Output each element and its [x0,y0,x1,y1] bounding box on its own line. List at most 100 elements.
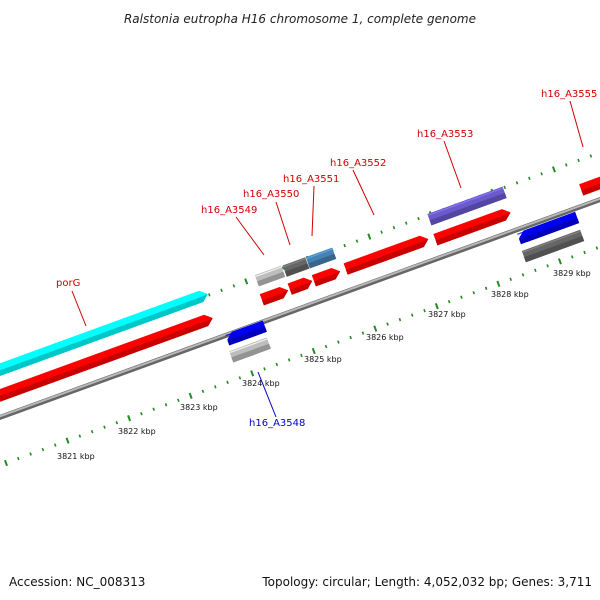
tick-mark [583,250,586,255]
feature-h16_A3549-red-highlight [260,287,281,297]
tick-mark [140,412,143,416]
tick-mark [208,293,211,297]
feature-h16_A3548-blue-shade [227,326,267,346]
topology-text: Topology: circular; Length: 4,052,032 bp… [261,575,592,589]
label-porG[interactable]: porG [56,278,80,289]
feature-h16_A3551-red-highlight [312,268,333,278]
tick-mark [534,268,537,273]
tick-mark [380,230,383,234]
feature-h16_A3549-red [259,286,289,306]
feature-h16_A3552-red-shade [345,238,429,275]
features-layer [0,176,600,402]
tick-mark [263,367,266,371]
tick-mark [343,243,346,248]
gene-labels: porG h16_A3549 h16_A3550 h16_A3551 h16_A… [56,89,597,429]
scale-label-3824: 3824 kbp [242,379,280,388]
scale-label-3821: 3821 kbp [57,452,95,461]
tick-mark [78,434,82,438]
tick-mark [509,277,512,281]
tick-mark [434,303,439,310]
tick-mark [540,172,543,176]
tick-mark [281,266,285,270]
scale-labels: 3821 kbp 3822 kbp 3823 kbp 3824 kbp 3825… [57,269,591,461]
tick-mark [528,176,531,181]
tick-mark [201,389,205,393]
feature-h16_A3553-red-shade [435,212,511,246]
tick-mark [188,392,193,399]
tick-mark [521,273,525,277]
scale-label-3823: 3823 kbp [180,403,218,412]
tick-mark [17,456,20,461]
tick-mark [503,185,506,189]
tick-mark [423,308,426,313]
feature-h16_A3550-red-highlight [287,278,305,286]
tick-mark [214,385,217,389]
feature-porG-red-shade [0,317,213,402]
feature-h16_A3550-red [287,277,313,295]
feature-h16_A3549-gray-shade [257,271,286,287]
feature-blue-right [517,211,580,245]
tick-mark [337,340,340,344]
feature-h16_A3548-blue-highlight [225,321,264,337]
tick-mark [570,255,574,259]
tick-mark [115,420,119,425]
label-h16_A3551[interactable]: h16_A3551 [283,174,339,185]
feature-h16_A3548-gray [229,337,271,363]
scale-label-3825: 3825 kbp [304,355,342,364]
tick-mark [311,347,316,355]
label-h16_A3553[interactable]: h16_A3553 [417,129,473,140]
tick-mark [103,425,106,429]
tick-mark [496,280,501,287]
feature-h16_A3549-gray [254,265,286,287]
feature-h16_A3551-blue-shade [308,253,337,269]
feature-gray-right [521,229,585,263]
tick-mark [164,403,168,407]
feature-h16_A3553-red-highlight [433,209,503,237]
tick-mark [367,233,372,240]
tick-mark [349,335,352,340]
feature-blue-right-shade [519,217,580,245]
feature-h16_A3550-gray-highlight [282,258,306,268]
map-title: Ralstonia eutropha H16 chromosome 1, com… [124,12,476,26]
tick-mark [4,459,8,467]
label-h16_A3555[interactable]: h16_A3555 [541,89,597,100]
tick-mark [392,225,396,230]
feature-porG-cyan-shade [0,293,208,376]
feature-h16_A3551-blue [305,247,337,269]
feature-h16_A3553-red [433,209,511,246]
feature-h16_A3555-red-highlight [579,177,600,187]
tick-mark [220,288,223,293]
feature-h16_A3551-red [311,267,341,287]
label-h16_A3550[interactable]: h16_A3550 [243,189,299,200]
tick-mark [90,429,94,434]
tick-mark [127,415,132,422]
tick-mark [398,317,402,322]
feature-h16_A3548-blue [225,320,267,346]
tick-mark [386,322,389,326]
feature-blue-right-highlight [517,212,576,235]
tick-mark [595,246,599,250]
tick-mark [152,407,155,411]
scale-label-3826: 3826 kbp [366,333,404,342]
label-leaders [71,100,584,418]
feature-h16_A3555-red [579,176,600,196]
feature-h16_A3553-purple-shade [429,192,507,226]
tick-mark [355,239,359,243]
label-h16_A3552[interactable]: h16_A3552 [330,158,386,169]
tick-mark [324,344,328,349]
tick-mark [232,284,236,288]
accession-text: Accession: NC_008313 [9,575,145,589]
tick-mark [373,325,378,332]
feature-porG-red [0,314,213,402]
label-h16_A3549[interactable]: h16_A3549 [201,205,257,216]
label-h16_A3548[interactable]: h16_A3548 [249,418,305,429]
tick-mark [177,398,180,402]
lower-tick-track [4,246,599,467]
feature-h16_A3553-purple [427,186,507,226]
tick-mark [404,221,408,225]
tick-mark [557,258,562,265]
tick-mark [250,370,255,377]
feature-gray-right-highlight [522,230,581,253]
tick-mark [29,452,32,456]
